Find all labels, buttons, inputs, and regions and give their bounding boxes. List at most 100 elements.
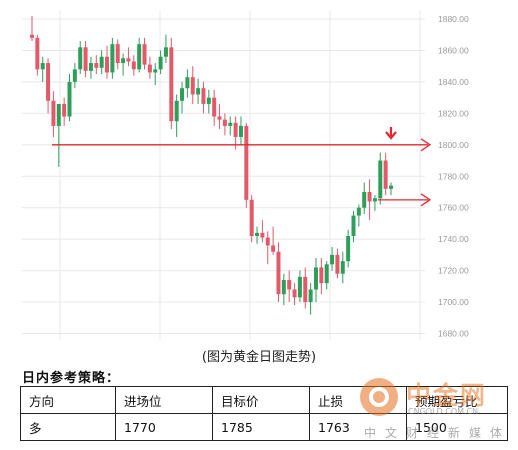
candle [142, 37, 147, 70]
candle-body [238, 125, 243, 137]
candle [362, 182, 367, 214]
candle [303, 267, 308, 309]
candle [222, 113, 227, 136]
candle-body [142, 44, 147, 65]
candle [185, 69, 190, 98]
candle [356, 204, 361, 227]
candle [105, 45, 110, 79]
table-row: 多 1770 1785 1763 1500 [20, 413, 508, 441]
candle-body [389, 185, 393, 189]
candle [201, 81, 206, 114]
candle [383, 152, 388, 196]
candle [40, 56, 45, 82]
candle [196, 78, 201, 104]
candle-body [131, 61, 136, 70]
candle [335, 248, 340, 279]
candle [367, 179, 372, 221]
candle-body [228, 122, 233, 126]
header-direction: 方向 [20, 386, 116, 414]
candle [62, 97, 67, 126]
cell-direction: 多 [20, 413, 116, 441]
candle [292, 283, 297, 306]
cell-entry: 1770 [115, 413, 213, 441]
candle-body [281, 280, 286, 295]
candle-body [83, 47, 88, 71]
candle [308, 283, 313, 315]
candle-body [88, 63, 93, 71]
candle [153, 63, 158, 86]
candle [330, 247, 335, 271]
candle-body [313, 267, 318, 290]
candle-body [244, 125, 249, 200]
candle-body [99, 56, 104, 68]
candle-body [137, 44, 142, 70]
candle-body [303, 276, 308, 303]
gold-daily-chart: 1680.00 1700.00 1720.00 1740.00 1760.00 1780.… [22, 10, 469, 340]
cell-target: 1785 [212, 413, 310, 441]
down-arrow-marker-icon [385, 127, 397, 140]
candle [88, 56, 93, 79]
candles-group [30, 15, 393, 315]
candle-body [94, 63, 99, 68]
candle [265, 231, 270, 265]
y-tick-label: 1760.00 [438, 203, 469, 213]
candle-body [287, 280, 292, 290]
candle [217, 103, 222, 130]
candle-body [110, 44, 115, 73]
y-tick-label: 1700.00 [438, 297, 469, 307]
candle [276, 242, 281, 303]
header-target: 目标价 [212, 386, 310, 414]
down-arrow-head [385, 131, 397, 140]
candle-body [346, 236, 351, 262]
candle-body [276, 251, 281, 295]
candle [244, 122, 249, 208]
candle [378, 152, 383, 205]
y-tick-label: 1720.00 [438, 266, 469, 276]
candle-body [115, 44, 120, 64]
candle [147, 56, 152, 79]
y-tick-label: 1880.00 [438, 14, 469, 24]
candle [169, 37, 174, 130]
y-tick-label: 1820.00 [438, 108, 469, 118]
cell-ratio: 1500 [406, 413, 508, 441]
candle-body [297, 276, 302, 298]
candle [260, 220, 265, 243]
candle [340, 251, 345, 284]
candle-body [185, 77, 190, 89]
candle [56, 103, 61, 167]
level-arrow-target-icon [420, 138, 432, 152]
candle [67, 74, 72, 122]
candle-body [340, 261, 345, 274]
y-tick-label: 1860.00 [438, 45, 469, 55]
y-tick-label: 1840.00 [438, 77, 469, 87]
candle [346, 229, 351, 268]
candle-body [35, 37, 40, 70]
chart-caption: (图为黄金日图走势) [201, 350, 317, 365]
candle-body [51, 100, 56, 126]
candle [271, 226, 276, 255]
candle-body [180, 88, 185, 101]
candle [351, 210, 356, 243]
candle [324, 261, 329, 290]
candle [35, 34, 40, 76]
strategy-title: 日内参考策略： [22, 371, 121, 386]
candle [163, 34, 168, 64]
candle-body [190, 77, 195, 95]
candle-body [163, 47, 168, 57]
candle [121, 53, 126, 76]
candle-body [271, 245, 276, 252]
candle [72, 63, 77, 89]
candle-body [206, 97, 211, 104]
strategy-table: 方向 进场位 目标价 止损 预期盈亏比 多 1770 1785 1763 150… [20, 386, 508, 441]
candle [228, 116, 233, 136]
candle-body [147, 64, 152, 73]
y-tick-label: 1800.00 [438, 140, 469, 150]
candle-body [260, 232, 265, 238]
grid-lines [22, 10, 425, 340]
candle [158, 50, 163, 75]
candle [46, 58, 51, 114]
candle [99, 50, 104, 75]
candle [115, 39, 120, 70]
candle [389, 182, 393, 196]
candle-body [335, 254, 340, 274]
